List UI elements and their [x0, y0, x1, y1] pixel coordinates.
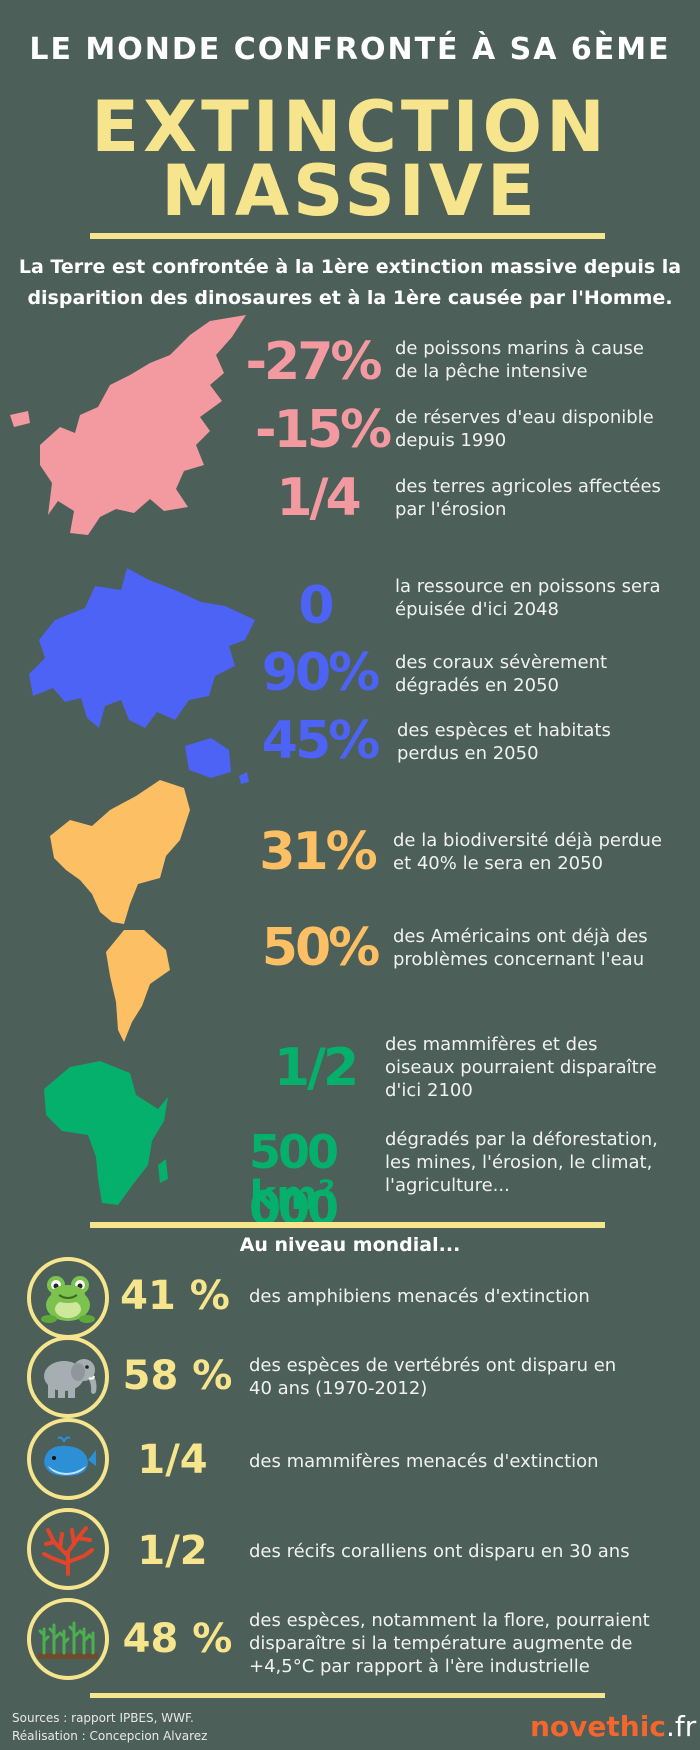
global-stat-desc-4: des récifs coralliens ont disparu en 30 … [249, 1540, 694, 1563]
intro-line-1: La Terre est confrontée à la 1ère extinc… [18, 256, 682, 278]
europe-stat-value-2: -15% [255, 400, 392, 460]
footer-divider [90, 1693, 605, 1698]
africa-map-icon [44, 1061, 168, 1205]
asia-stat-desc-2-line2: dégradés en 2050 [395, 675, 559, 696]
global-stat-desc-3-line1: des mammifères menacés d'extinction [249, 1451, 599, 1472]
americas-stat-desc-1-line1: de la biodiversité déjà perdue [393, 830, 662, 851]
global-stat-value-5: 48 % [122, 1616, 233, 1662]
elephant-circle [27, 1336, 109, 1418]
asia-stat-value-1: 0 [298, 576, 334, 636]
header-top-title: LE MONDE CONFRONTÉ À SA 6ÈME [29, 32, 671, 67]
africa-stat-desc-1: des mammifères et des oiseaux pourraient… [385, 1033, 695, 1102]
global-stat-desc-2-line2: 40 ans (1970-2012) [249, 1378, 428, 1399]
global-stat-desc-5-line3: +4,5°C par rapport à l'ère industrielle [249, 1656, 590, 1677]
asia-stat-desc-1: la ressource en poissons sera épuisée d'… [395, 575, 695, 621]
asia-stat-desc-2-line1: des coraux sévèrement [395, 652, 608, 673]
africa-stat-desc-2-line3: l'agriculture... [385, 1175, 510, 1196]
global-stat-desc-2: des espèces de vertébrés ont disparu en … [249, 1354, 699, 1400]
global-heading: Au niveau mondial... [239, 1234, 461, 1256]
brand-tld: .fr [665, 1710, 697, 1743]
header-title-massive: MASSIVE [161, 150, 539, 232]
europe-stat-desc-3-line2: par l'érosion [395, 499, 507, 520]
global-stat-desc-5: des espèces, notamment la flore, pourrai… [249, 1609, 699, 1678]
frog-icon [41, 1276, 95, 1323]
footer-credits: Sources : rapport IPBES, WWF. Réalisatio… [12, 1709, 207, 1745]
whale-icon [44, 1436, 96, 1476]
americas-stat-desc-2-line2: problèmes concernant l'eau [393, 949, 645, 970]
africa-stat-unit-2: km² [249, 1173, 336, 1219]
global-stat-desc-3: des mammifères menacés d'extinction [249, 1450, 694, 1473]
asia-stat-desc-3-line2: perdus en 2050 [397, 743, 539, 764]
asia-map-icon [29, 568, 255, 784]
europe-stat-desc-3-line1: des terres agricoles affectées [395, 476, 661, 497]
global-divider-top [90, 1222, 605, 1228]
global-stat-value-3: 1/4 [137, 1437, 208, 1483]
asia-stat-value-3: 45% [261, 711, 380, 771]
global-stat-desc-5-line1: des espèces, notamment la flore, pourrai… [249, 1610, 650, 1631]
europe-stat-desc-3: des terres agricoles affectées par l'éro… [395, 475, 695, 521]
global-stat-desc-4-line1: des récifs coralliens ont disparu en 30 … [249, 1541, 630, 1562]
asia-stat-desc-3: des espèces et habitats perdus en 2050 [397, 719, 697, 765]
americas-stat-desc-1-line2: et 40% le sera en 2050 [393, 853, 603, 874]
africa-stat-desc-2-line1: dégradés par la déforestation, [385, 1129, 658, 1150]
europe-map-icon [10, 315, 246, 535]
plants-circle [27, 1598, 109, 1680]
coral-circle [27, 1508, 109, 1590]
europe-stat-value-1: -27% [245, 332, 382, 392]
europe-stat-desc-1-line1: de poissons marins à cause [395, 338, 644, 359]
global-stat-desc-5-line2: disparaître si la température augmente d… [249, 1633, 633, 1654]
africa-stat-desc-2-line2: les mines, l'érosion, le climat, [385, 1152, 653, 1173]
frog-circle [27, 1257, 109, 1339]
americas-stat-desc-1: de la biodiversité déjà perdue et 40% le… [393, 829, 698, 875]
global-stat-value-4: 1/2 [137, 1528, 208, 1574]
asia-stat-value-2: 90% [261, 643, 380, 703]
global-stat-value-1: 41 % [120, 1273, 230, 1319]
asia-stat-desc-1-line1: la ressource en poissons sera [395, 576, 661, 597]
americas-stat-value-1: 31% [259, 822, 377, 882]
plants-icon [38, 1621, 98, 1659]
europe-stat-desc-2-line2: depuis 1990 [395, 430, 507, 451]
europe-stat-value-3: 1/4 [276, 468, 361, 528]
africa-stat-desc-1-line2: oiseaux pourraient disparaître [385, 1057, 657, 1078]
africa-stat-desc-1-line3: d'ici 2100 [385, 1080, 473, 1101]
europe-stat-desc-2: de réserves d'eau disponible depuis 1990 [395, 406, 695, 452]
africa-stat-desc-1-line1: des mammifères et des [385, 1034, 598, 1055]
asia-stat-desc-2: des coraux sévèrement dégradés en 2050 [395, 651, 695, 697]
intro-text: La Terre est confrontée à la 1ère extinc… [0, 252, 700, 314]
africa-stat-desc-2: dégradés par la déforestation, les mines… [385, 1128, 695, 1197]
elephant-icon [44, 1359, 97, 1398]
brand-name: novethic [530, 1710, 666, 1743]
africa-stat-value-1: 1/2 [273, 1038, 359, 1098]
global-stat-desc-2-line1: des espèces de vertébrés ont disparu en [249, 1355, 617, 1376]
europe-stat-desc-1: de poissons marins à cause de la pêche i… [395, 337, 695, 383]
coral-icon [42, 1526, 94, 1576]
asia-stat-desc-1-line2: épuisée d'ici 2048 [395, 599, 559, 620]
americas-map-icon [50, 780, 190, 1042]
footer-sources: Sources : rapport IPBES, WWF. [12, 1711, 194, 1725]
footer-credit: Réalisation : Concepcion Alvarez [12, 1729, 208, 1743]
intro-line-2: disparition des dinosaures et à la 1ère … [27, 287, 673, 309]
europe-stat-desc-1-line2: de la pêche intensive [395, 361, 588, 382]
global-stat-value-2: 58 % [122, 1353, 233, 1399]
global-stat-desc-1: des amphibiens menacés d'extinction [249, 1285, 694, 1308]
asia-stat-desc-3-line1: des espèces et habitats [397, 720, 611, 741]
whale-circle [27, 1418, 109, 1500]
americas-stat-desc-2-line1: des Américains ont déjà des [393, 926, 648, 947]
americas-stat-value-2: 50% [261, 918, 380, 978]
header-divider [90, 233, 605, 239]
brand-logo[interactable]: novethic.fr [530, 1710, 696, 1743]
global-stat-desc-1-line1: des amphibiens menacés d'extinction [249, 1286, 590, 1307]
europe-stat-desc-2-line1: de réserves d'eau disponible [395, 407, 654, 428]
americas-stat-desc-2: des Américains ont déjà des problèmes co… [393, 925, 698, 971]
header-title-extinction: EXTINCTION [91, 86, 609, 168]
